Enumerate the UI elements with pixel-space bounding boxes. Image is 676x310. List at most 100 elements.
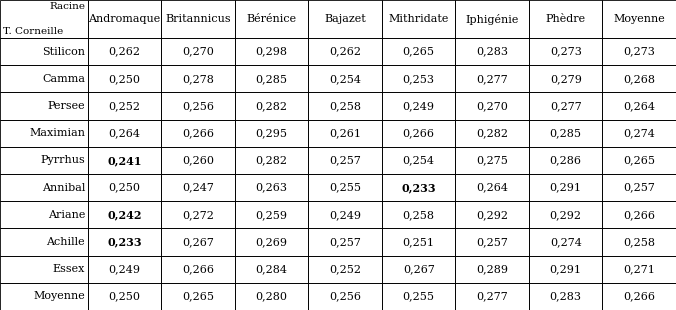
- Bar: [88, 65, 162, 92]
- Text: 0,266: 0,266: [182, 128, 214, 138]
- Text: 0,280: 0,280: [256, 291, 288, 301]
- Bar: [235, 256, 308, 283]
- Text: 0,262: 0,262: [109, 46, 141, 57]
- Bar: [602, 174, 676, 201]
- Text: 0,258: 0,258: [329, 101, 361, 111]
- Text: 0,270: 0,270: [183, 46, 214, 57]
- Bar: [382, 120, 456, 147]
- Bar: [0, 147, 88, 174]
- Bar: [162, 92, 235, 120]
- Text: 0,266: 0,266: [182, 264, 214, 274]
- Text: 0,278: 0,278: [183, 74, 214, 84]
- Bar: [0, 65, 88, 92]
- Text: 0,271: 0,271: [623, 264, 655, 274]
- Text: 0,272: 0,272: [183, 210, 214, 220]
- Text: 0,233: 0,233: [402, 182, 436, 193]
- Bar: [308, 147, 382, 174]
- Bar: [382, 147, 456, 174]
- Text: 0,264: 0,264: [476, 183, 508, 193]
- Text: 0,233: 0,233: [107, 237, 142, 247]
- Text: Essex: Essex: [53, 264, 85, 274]
- Text: 0,268: 0,268: [623, 74, 655, 84]
- Bar: [308, 120, 382, 147]
- Bar: [308, 92, 382, 120]
- Bar: [456, 147, 529, 174]
- Bar: [382, 38, 456, 65]
- Text: 0,251: 0,251: [403, 237, 435, 247]
- Text: 0,267: 0,267: [403, 264, 435, 274]
- Text: 0,274: 0,274: [550, 237, 581, 247]
- Text: 0,279: 0,279: [550, 74, 581, 84]
- Bar: [382, 256, 456, 283]
- Text: 0,277: 0,277: [477, 74, 508, 84]
- Bar: [529, 283, 602, 310]
- Bar: [235, 228, 308, 256]
- Text: 0,291: 0,291: [550, 183, 582, 193]
- Bar: [0, 120, 88, 147]
- Bar: [0, 228, 88, 256]
- Text: 0,292: 0,292: [476, 210, 508, 220]
- Bar: [162, 228, 235, 256]
- Text: 0,273: 0,273: [550, 46, 581, 57]
- Bar: [308, 256, 382, 283]
- Bar: [0, 0, 88, 38]
- Bar: [88, 0, 162, 38]
- Text: Persee: Persee: [47, 101, 85, 111]
- Text: 0,265: 0,265: [623, 155, 655, 166]
- Text: 0,275: 0,275: [477, 155, 508, 166]
- Text: Phèdre: Phèdre: [546, 14, 586, 24]
- Text: 0,250: 0,250: [109, 74, 141, 84]
- Bar: [0, 283, 88, 310]
- Text: Racine: Racine: [50, 2, 86, 11]
- Text: 0,249: 0,249: [109, 264, 141, 274]
- Text: Mithridate: Mithridate: [389, 14, 449, 24]
- Text: 0,266: 0,266: [623, 210, 655, 220]
- Text: 0,286: 0,286: [550, 155, 582, 166]
- Text: 0,242: 0,242: [107, 209, 142, 220]
- Text: 0,261: 0,261: [329, 128, 361, 138]
- Text: Maximian: Maximian: [29, 128, 85, 138]
- Text: Bajazet: Bajazet: [324, 14, 366, 24]
- Text: 0,273: 0,273: [623, 46, 655, 57]
- Bar: [456, 65, 529, 92]
- Bar: [529, 228, 602, 256]
- Text: 0,258: 0,258: [403, 210, 435, 220]
- Bar: [602, 283, 676, 310]
- Text: 0,253: 0,253: [403, 74, 435, 84]
- Text: 0,289: 0,289: [476, 264, 508, 274]
- Bar: [308, 283, 382, 310]
- Text: 0,252: 0,252: [109, 101, 141, 111]
- Bar: [88, 201, 162, 228]
- Text: 0,284: 0,284: [256, 264, 288, 274]
- Bar: [529, 256, 602, 283]
- Bar: [456, 283, 529, 310]
- Bar: [162, 65, 235, 92]
- Text: 0,270: 0,270: [477, 101, 508, 111]
- Bar: [308, 228, 382, 256]
- Text: 0,256: 0,256: [329, 291, 361, 301]
- Bar: [162, 120, 235, 147]
- Bar: [0, 38, 88, 65]
- Bar: [308, 201, 382, 228]
- Text: 0,285: 0,285: [550, 128, 582, 138]
- Bar: [602, 201, 676, 228]
- Text: 0,249: 0,249: [329, 210, 361, 220]
- Text: 0,274: 0,274: [623, 128, 655, 138]
- Bar: [602, 256, 676, 283]
- Bar: [382, 0, 456, 38]
- Text: 0,266: 0,266: [623, 291, 655, 301]
- Text: 0,257: 0,257: [329, 237, 361, 247]
- Bar: [456, 201, 529, 228]
- Bar: [456, 38, 529, 65]
- Text: Pyrrhus: Pyrrhus: [41, 155, 85, 166]
- Text: 0,264: 0,264: [109, 128, 141, 138]
- Text: 0,267: 0,267: [183, 237, 214, 247]
- Bar: [88, 174, 162, 201]
- Bar: [162, 174, 235, 201]
- Bar: [529, 38, 602, 65]
- Bar: [235, 38, 308, 65]
- Text: Andromaque: Andromaque: [89, 14, 161, 24]
- Text: 0,254: 0,254: [329, 74, 361, 84]
- Bar: [308, 65, 382, 92]
- Bar: [529, 65, 602, 92]
